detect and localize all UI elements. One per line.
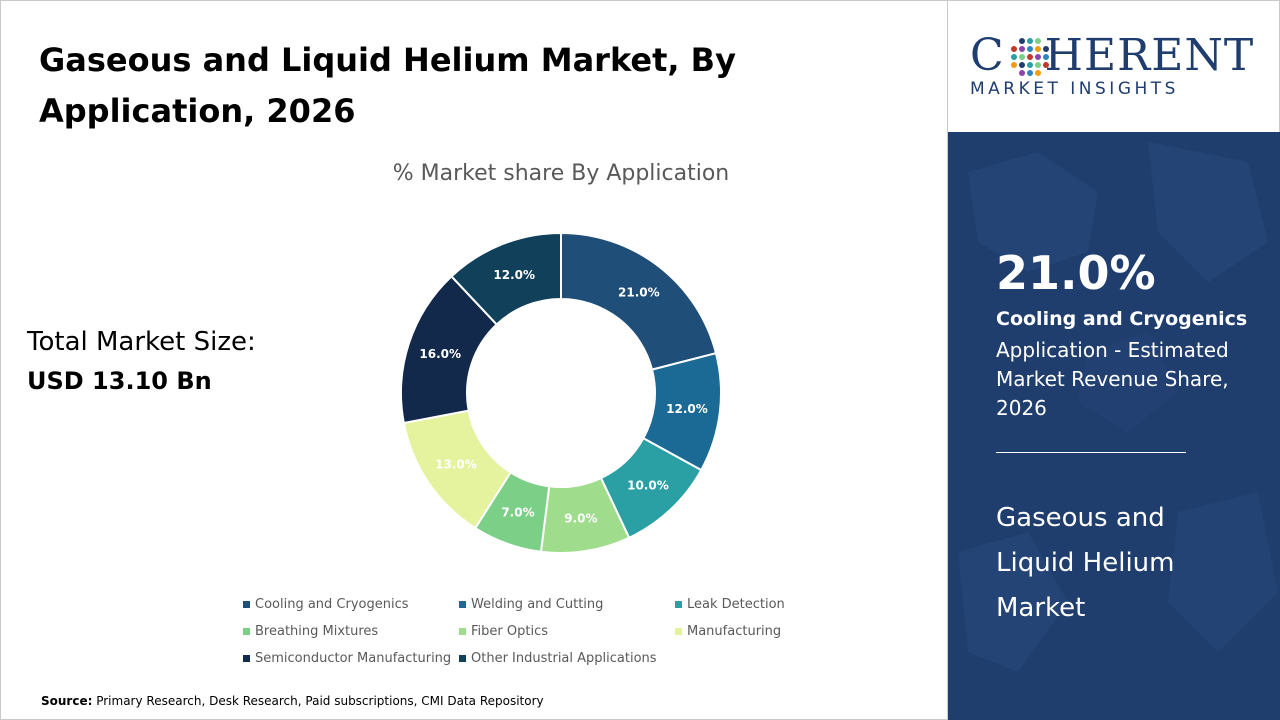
legend-swatch bbox=[459, 600, 466, 608]
world-map-background bbox=[958, 142, 1278, 672]
legend-item: Breathing Mixtures bbox=[243, 622, 459, 640]
logo-dot bbox=[1027, 38, 1033, 44]
legend-item: Manufacturing bbox=[675, 622, 803, 640]
data-label-breathing-mixtures: 7.0% bbox=[501, 505, 534, 519]
total-market-size-label: Total Market Size: bbox=[27, 327, 256, 357]
source-label: Source: bbox=[41, 694, 93, 708]
logo-dot bbox=[1027, 46, 1033, 52]
highlight-panel: 21.0% Cooling and Cryogenics Application… bbox=[948, 132, 1280, 720]
divider bbox=[996, 452, 1186, 453]
legend-swatch bbox=[459, 654, 466, 662]
highlight-percent: 21.0% bbox=[996, 246, 1156, 300]
logo-dot bbox=[1019, 38, 1025, 44]
legend-label: Leak Detection bbox=[687, 596, 785, 612]
source-note: Source: Primary Research, Desk Research,… bbox=[41, 694, 544, 708]
logo-dot bbox=[1019, 46, 1025, 52]
legend-item: Semiconductor Manufacturing bbox=[243, 649, 459, 667]
logo-dot bbox=[1019, 62, 1025, 68]
logo-dot bbox=[1027, 62, 1033, 68]
legend-label: Manufacturing bbox=[687, 623, 782, 639]
legend-label: Fiber Optics bbox=[471, 623, 548, 639]
source-text: Primary Research, Desk Research, Paid su… bbox=[92, 694, 544, 708]
legend-label: Semiconductor Manufacturing bbox=[255, 650, 452, 666]
logo-dot bbox=[1035, 54, 1041, 60]
logo-dot bbox=[1035, 70, 1041, 76]
page-title: Gaseous and Liquid Helium Market, By App… bbox=[39, 41, 736, 130]
logo-dot bbox=[1011, 46, 1017, 52]
logo-dot bbox=[1035, 62, 1041, 68]
legend-swatch bbox=[459, 627, 466, 635]
legend-label: Welding and Cutting bbox=[471, 596, 604, 612]
data-label-other-industrial-applications: 12.0% bbox=[493, 268, 535, 282]
market-name: Gaseous and Liquid Helium Market bbox=[996, 503, 1175, 623]
logo-dot bbox=[1011, 62, 1017, 68]
data-label-leak-detection: 10.0% bbox=[627, 479, 669, 493]
legend-item: Welding and Cutting bbox=[459, 595, 675, 613]
logo-dot bbox=[1043, 62, 1049, 68]
logo-wordmark: C HERENT bbox=[970, 30, 1255, 81]
data-label-cooling-and-cryogenics: 21.0% bbox=[618, 286, 660, 300]
logo-dot bbox=[1043, 54, 1049, 60]
highlight-description: Application - Estimated Market Revenue S… bbox=[996, 338, 1229, 420]
total-market-size-value: USD 13.10 Bn bbox=[27, 367, 212, 395]
data-label-welding-and-cutting: 12.0% bbox=[666, 402, 708, 416]
legend-label: Other Industrial Applications bbox=[471, 650, 657, 666]
legend-item: Other Industrial Applications bbox=[459, 649, 675, 667]
logo-dot bbox=[1027, 54, 1033, 60]
legend-swatch bbox=[675, 600, 682, 608]
legend-swatch bbox=[675, 627, 682, 635]
data-label-semiconductor-manufacturing: 16.0% bbox=[419, 347, 461, 361]
data-label-manufacturing: 13.0% bbox=[435, 457, 477, 471]
data-label-fiber-optics: 9.0% bbox=[564, 511, 597, 525]
logo-dot bbox=[1027, 70, 1033, 76]
logo-dot bbox=[1035, 46, 1041, 52]
legend-swatch bbox=[243, 654, 250, 662]
logo-dot bbox=[1019, 70, 1025, 76]
chart-panel: Gaseous and Liquid Helium Market, By App… bbox=[0, 0, 948, 720]
legend-swatch bbox=[243, 600, 250, 608]
donut-chart: 21.0% 12.0% 10.0% 9.0% 7.0% 13.0% 16.0% 12.0% bbox=[400, 231, 722, 554]
logo-tagline: MARKET INSIGHTS bbox=[970, 79, 1179, 99]
logo-area: C HERENT MARKET INSIGHTS bbox=[948, 0, 1280, 132]
logo-dot bbox=[1019, 54, 1025, 60]
legend-label: Breathing Mixtures bbox=[255, 623, 379, 639]
chart-title: % Market share By Application bbox=[392, 161, 730, 186]
donut-slice-other-industrial-applications bbox=[450, 231, 562, 326]
highlight-segment: Cooling and Cryogenics bbox=[996, 308, 1248, 330]
legend-item: Cooling and Cryogenics bbox=[243, 595, 459, 613]
chart-legend: Cooling and Cryogenics Welding and Cuttin… bbox=[243, 595, 803, 667]
legend-item: Fiber Optics bbox=[459, 622, 675, 640]
logo-dot bbox=[1011, 54, 1017, 60]
legend-swatch bbox=[243, 627, 250, 635]
logo-globe-icon bbox=[1011, 38, 1049, 76]
logo-dot bbox=[1043, 46, 1049, 52]
logo-dot bbox=[1035, 38, 1041, 44]
legend-label: Cooling and Cryogenics bbox=[255, 596, 409, 612]
legend-item: Leak Detection bbox=[675, 595, 803, 613]
donut-slice-cooling-and-cryogenics bbox=[560, 231, 718, 371]
